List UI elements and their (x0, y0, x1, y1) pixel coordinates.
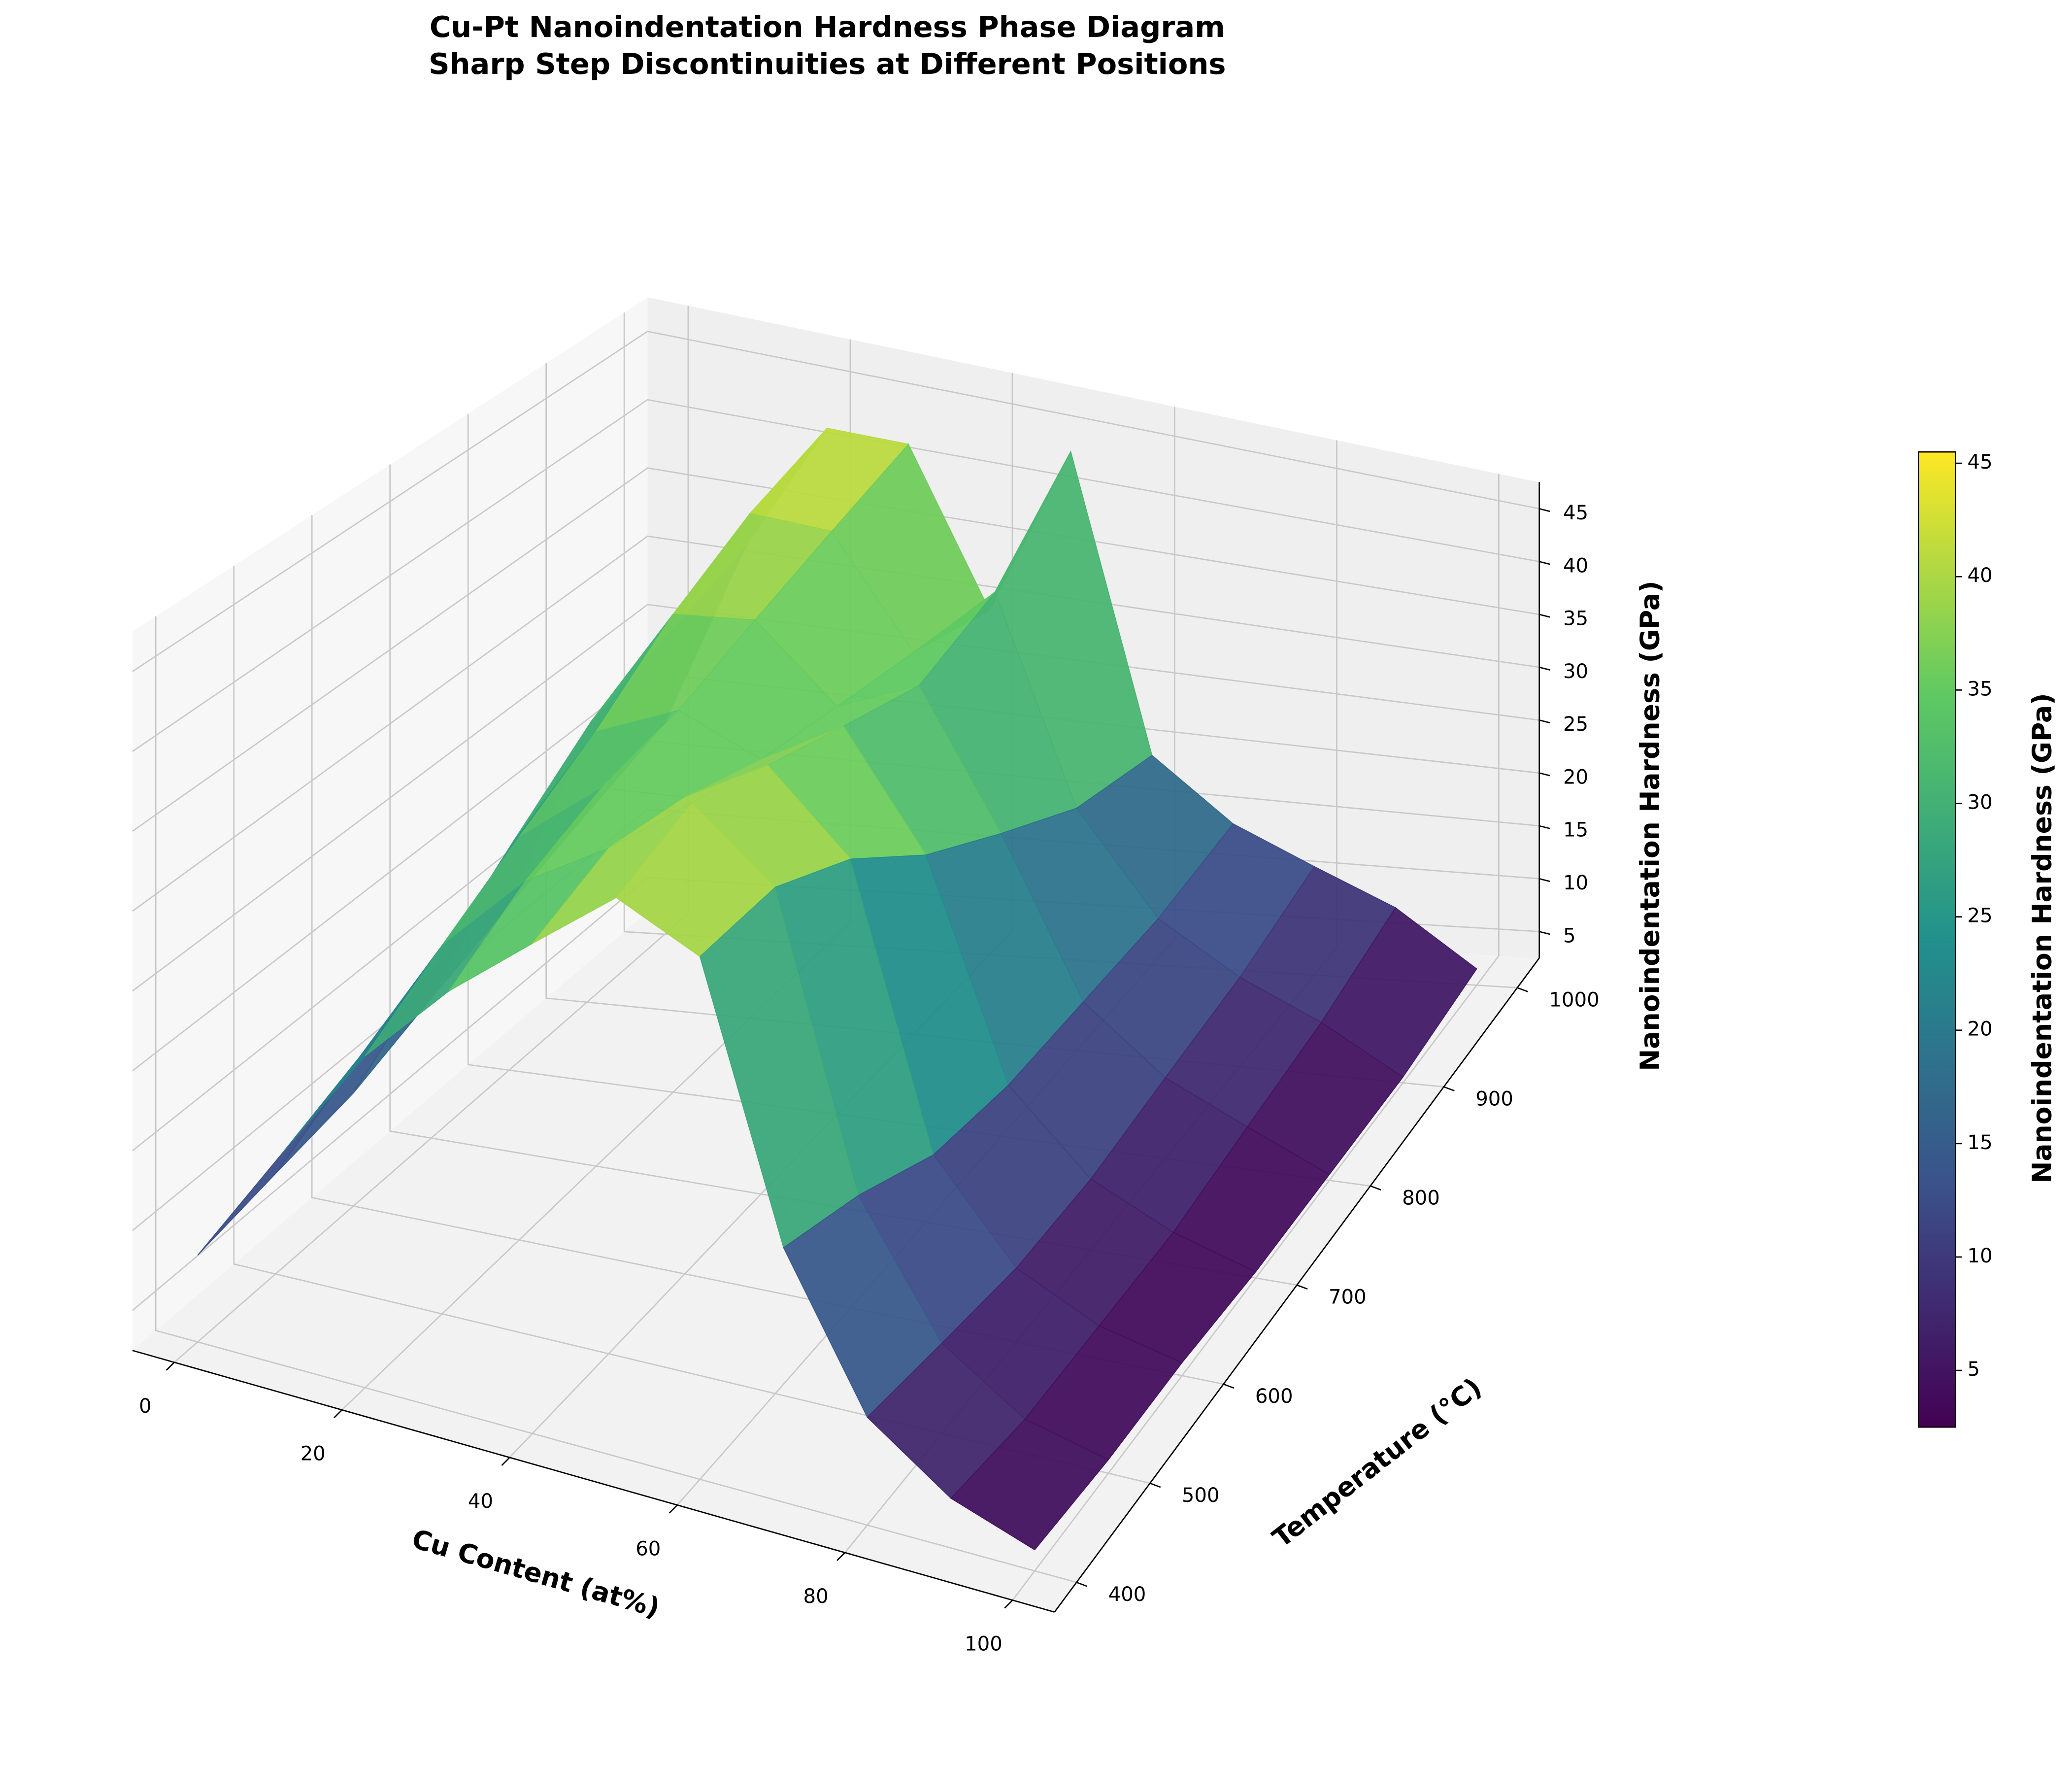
z-tick (1539, 772, 1550, 777)
y-tick-label: 600 (1255, 1385, 1293, 1408)
z-tick-label: 35 (1563, 608, 1588, 630)
y-tick-label: 700 (1329, 1286, 1367, 1309)
x-tick-label: 80 (803, 1585, 829, 1608)
x-axis-label: Cu Content (at%) (408, 1523, 663, 1624)
x-tick (668, 1504, 678, 1514)
z-tick (1539, 878, 1550, 882)
z-tick (1539, 931, 1550, 935)
z-tick-label: 30 (1563, 660, 1588, 683)
y-axis-line (1054, 957, 1540, 1613)
x-tick (501, 1457, 510, 1466)
colorbar-tick-label: 10 (1968, 1245, 1993, 1267)
grid-line (132, 467, 1539, 832)
grid-line (1012, 474, 1500, 1601)
colorbar-label: Nanoindentation Hardness (GPa) (2027, 693, 2058, 1183)
y-tick (1517, 987, 1528, 992)
z-tick (1539, 508, 1550, 512)
y-tick (1149, 1482, 1161, 1488)
grid-line (132, 604, 1539, 992)
z-tick-label: 25 (1563, 713, 1588, 736)
chart-subtitle: Sharp Step Discontinuities at Different … (429, 47, 1226, 81)
x-tick (836, 1552, 846, 1561)
chart-title: Cu-Pt Nanoindentation Hardness Phase Dia… (430, 10, 1225, 44)
x-axis-line (132, 1350, 1055, 1613)
y-tick (1223, 1383, 1235, 1389)
colorbar-tick-label: 25 (1968, 905, 1993, 927)
z-tick (1539, 666, 1550, 671)
y-tick-label: 400 (1108, 1583, 1146, 1606)
y-tick (1297, 1284, 1308, 1290)
z-tick-label: 15 (1563, 819, 1588, 842)
x-tick (1004, 1599, 1013, 1609)
y-tick-label: 500 (1182, 1484, 1220, 1507)
x-tick-label: 0 (139, 1395, 152, 1418)
y-tick-label: 800 (1402, 1187, 1440, 1210)
z-axis-label: Nanoindentation Hardness (GPa) (1634, 580, 1665, 1071)
grid-line (233, 566, 1150, 1484)
z-tick-label: 10 (1563, 872, 1588, 894)
z-tick (1539, 613, 1550, 618)
colorbar (1917, 451, 1956, 1428)
z-tick (1539, 825, 1550, 829)
colorbar-tick-label: 35 (1968, 678, 1993, 700)
z-tick-label: 40 (1563, 554, 1588, 577)
grid-line (132, 331, 1539, 672)
x-tick (166, 1361, 175, 1371)
colorbar-tick-label: 45 (1968, 451, 1993, 474)
y-tick-label: 900 (1475, 1088, 1513, 1110)
grid-line (155, 616, 1077, 1583)
colorbar-tick-label: 30 (1968, 791, 1993, 814)
z-tick-label: 20 (1563, 766, 1588, 788)
surface-cell (950, 1419, 1109, 1551)
grid-line (132, 399, 1539, 752)
x-tick-label: 60 (635, 1538, 661, 1561)
grid-line (132, 535, 1539, 912)
y-tick (1370, 1185, 1381, 1191)
z-tick-label: 5 (1563, 924, 1576, 947)
z-tick (1539, 719, 1550, 724)
x-tick (334, 1409, 343, 1419)
colorbar-tick-label: 40 (1968, 564, 1993, 587)
x-tick-label: 20 (301, 1442, 326, 1465)
colorbar-tick-label: 5 (1968, 1358, 1980, 1381)
y-axis-label: Temperature (°C) (1267, 1371, 1487, 1554)
z-tick (1539, 561, 1550, 565)
y-tick (1443, 1086, 1455, 1091)
z-tick-label: 45 (1563, 502, 1588, 524)
colorbar-tick-label: 15 (1968, 1131, 1993, 1154)
x-tick-label: 100 (965, 1633, 1003, 1656)
y-tick-label: 1000 (1549, 988, 1599, 1011)
colorbar-tick-label: 20 (1968, 1018, 1993, 1041)
x-tick-label: 40 (468, 1490, 493, 1513)
y-tick (1076, 1581, 1088, 1587)
